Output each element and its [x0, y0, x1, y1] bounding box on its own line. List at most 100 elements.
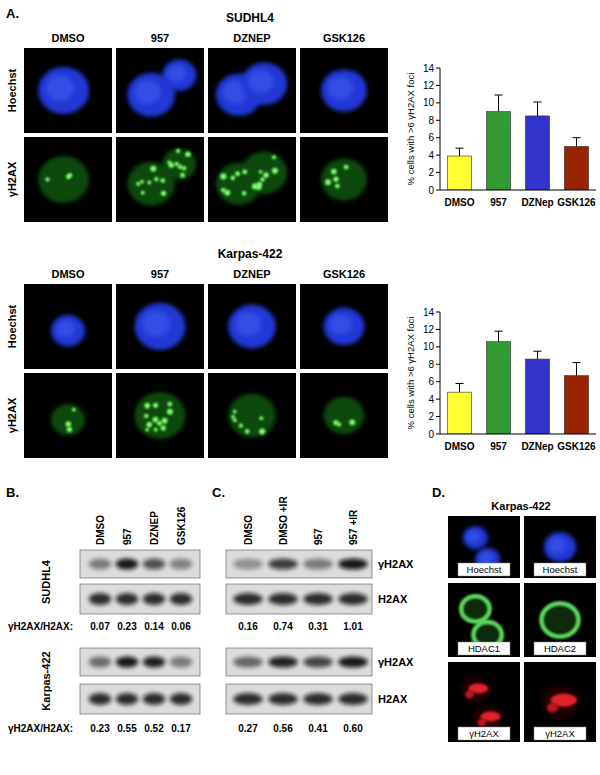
y-tick-label: 6 [428, 132, 434, 143]
lane-label: DZNEP [149, 511, 160, 545]
focus [68, 173, 73, 178]
column-label: 957 [151, 268, 169, 280]
nucleus-core [46, 75, 74, 101]
y-axis-label: % cells with >6 γH2AX foci [405, 317, 416, 430]
lane-label: 957 [313, 528, 324, 545]
cell-line-label: SUDHL4 [40, 559, 52, 604]
band [268, 593, 297, 605]
y-tick-label: 14 [423, 63, 435, 74]
protein-label: γH2AX [378, 656, 414, 668]
focus [72, 408, 76, 412]
focus [239, 424, 243, 428]
lane-label: DMSO [243, 515, 254, 545]
image-bg [24, 137, 112, 222]
y-tick-label: 6 [428, 376, 434, 387]
column-label: DZNEP [233, 32, 270, 44]
figure: A. SUDHL4 DMSO 957 DZNEP GSK126 Hoechst γH2AX Ka… [0, 0, 600, 775]
y-tick-label: 14 [423, 307, 435, 318]
row-label: γH2AX [6, 161, 18, 197]
nucleus-core [467, 530, 481, 542]
ratio-value: 0.41 [308, 723, 328, 734]
focus [67, 427, 72, 432]
error-line [459, 148, 460, 156]
label: A. [6, 6, 19, 21]
nucleus [324, 308, 365, 346]
ratio-value: 0.55 [117, 723, 137, 734]
band [116, 693, 139, 705]
y-tick [436, 190, 440, 191]
image-bg [300, 48, 388, 133]
error-cap [534, 351, 542, 352]
blot-membrane [80, 648, 200, 676]
y-tick [436, 68, 440, 69]
band [268, 656, 297, 667]
ratio-value: 0.52 [144, 723, 164, 734]
nucleus [241, 152, 287, 194]
focus [167, 402, 172, 407]
image-label: Hoechst [467, 564, 502, 575]
ratio-value: 0.16 [238, 621, 258, 632]
category-label: GSK126 [557, 441, 596, 452]
band [233, 558, 262, 569]
y-tick-label: 2 [428, 167, 434, 178]
nucleus-core [330, 314, 352, 334]
band [303, 558, 332, 569]
focus [245, 429, 250, 434]
micrograph [24, 137, 112, 222]
y-tick [436, 364, 440, 365]
column-label: GSK126 [323, 32, 365, 44]
nucleus [541, 685, 578, 719]
nucleus [135, 303, 186, 350]
band [233, 656, 262, 667]
band [170, 656, 193, 667]
focus [144, 414, 149, 419]
category-label: GSK126 [557, 197, 596, 208]
error-cap [495, 331, 503, 332]
image-label: HDAC1 [468, 643, 500, 654]
focus [257, 182, 262, 187]
panel-title: Karpas-422 [218, 247, 283, 261]
image-bg [524, 583, 596, 657]
y-axis-label: % cells with >6 γH2AX foci [405, 73, 416, 186]
y-tick [436, 329, 440, 330]
nucleus-core [235, 312, 261, 336]
row-label: Hoechst [6, 304, 18, 348]
blot-membrane [80, 550, 200, 578]
band [268, 693, 297, 705]
image-label: γH2AX [545, 728, 575, 739]
focus [333, 177, 338, 182]
focus [185, 151, 190, 156]
lane-label: 957 [122, 528, 133, 545]
image-bg [300, 137, 388, 222]
column-label: DMSO [52, 268, 85, 280]
y-tick [436, 346, 440, 347]
blot-membrane [226, 684, 372, 714]
error-line [576, 138, 577, 147]
x-axis [440, 434, 596, 435]
hdac-ring [541, 603, 578, 637]
focus [263, 172, 269, 178]
ratio-value: 0.23 [90, 723, 110, 734]
y-tick-label: 2 [428, 411, 434, 422]
y-tick [436, 85, 440, 86]
band [268, 558, 297, 569]
nucleus-core [167, 65, 186, 82]
y-tick [436, 172, 440, 173]
focus [45, 177, 49, 181]
label-box [534, 727, 586, 740]
panel-title: Karpas-422 [491, 500, 550, 512]
micrograph [208, 284, 296, 369]
error-line [498, 331, 499, 341]
y-tick [436, 312, 440, 313]
nucleus [228, 305, 276, 349]
focus [235, 171, 240, 176]
blot-strip [80, 584, 200, 614]
focus [167, 409, 173, 415]
category-label: DMSO [445, 197, 475, 208]
red-patch [478, 719, 487, 726]
focus [162, 418, 168, 424]
row-label: γH2AX [6, 397, 18, 433]
ratio-value: 0.17 [171, 723, 191, 734]
label: D. [432, 485, 445, 500]
row-label: Hoechst [6, 68, 18, 112]
